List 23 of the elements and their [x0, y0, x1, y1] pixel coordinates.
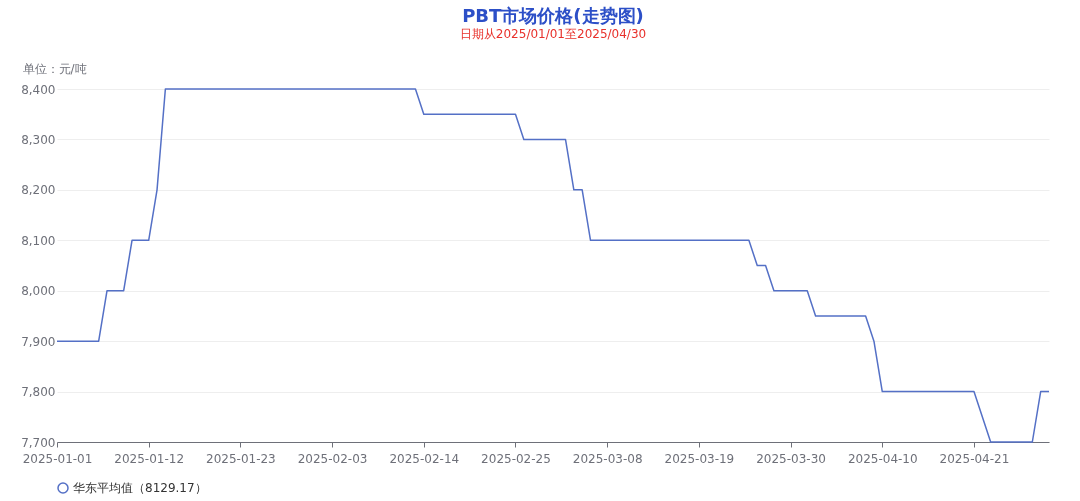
chart-subtitle: 日期从2025/01/01至2025/04/30: [459, 27, 647, 41]
x-tick-label: 2025-03-19: [664, 451, 735, 466]
y-tick-label: 8,100: [21, 233, 56, 248]
y-tick-label: 7,800: [21, 385, 56, 400]
x-tick-label: 2025-03-08: [572, 451, 643, 466]
x-tick-label: 2025-04-10: [847, 451, 918, 466]
x-tick-label: 2025-02-14: [389, 451, 460, 466]
x-tick-label: 2025-02-25: [481, 451, 551, 466]
chart-title: PBT市场价格(走势图): [462, 5, 644, 26]
x-tick-label: 2025-01-23: [206, 451, 276, 466]
x-tick-label: 2025-04-21: [939, 451, 1010, 466]
y-tick-label: 8,200: [21, 183, 56, 198]
y-tick-label: 8,000: [21, 284, 56, 299]
y-tick-label: 7,700: [21, 435, 56, 450]
x-tick-label: 2025-01-12: [114, 451, 185, 466]
x-tick-label: 2025-02-03: [297, 451, 368, 466]
x-tick-label: 2025-01-01: [22, 451, 93, 466]
legend-label: 华东平均值（8129.17）: [73, 481, 207, 495]
x-tick-label: 2025-03-30: [756, 451, 826, 466]
y-tick-label: 8,300: [21, 132, 56, 147]
y-tick-label: 8,400: [21, 82, 56, 97]
y-tick-label: 7,900: [21, 334, 56, 349]
y-axis-title: 单位：元/吨: [22, 61, 87, 76]
